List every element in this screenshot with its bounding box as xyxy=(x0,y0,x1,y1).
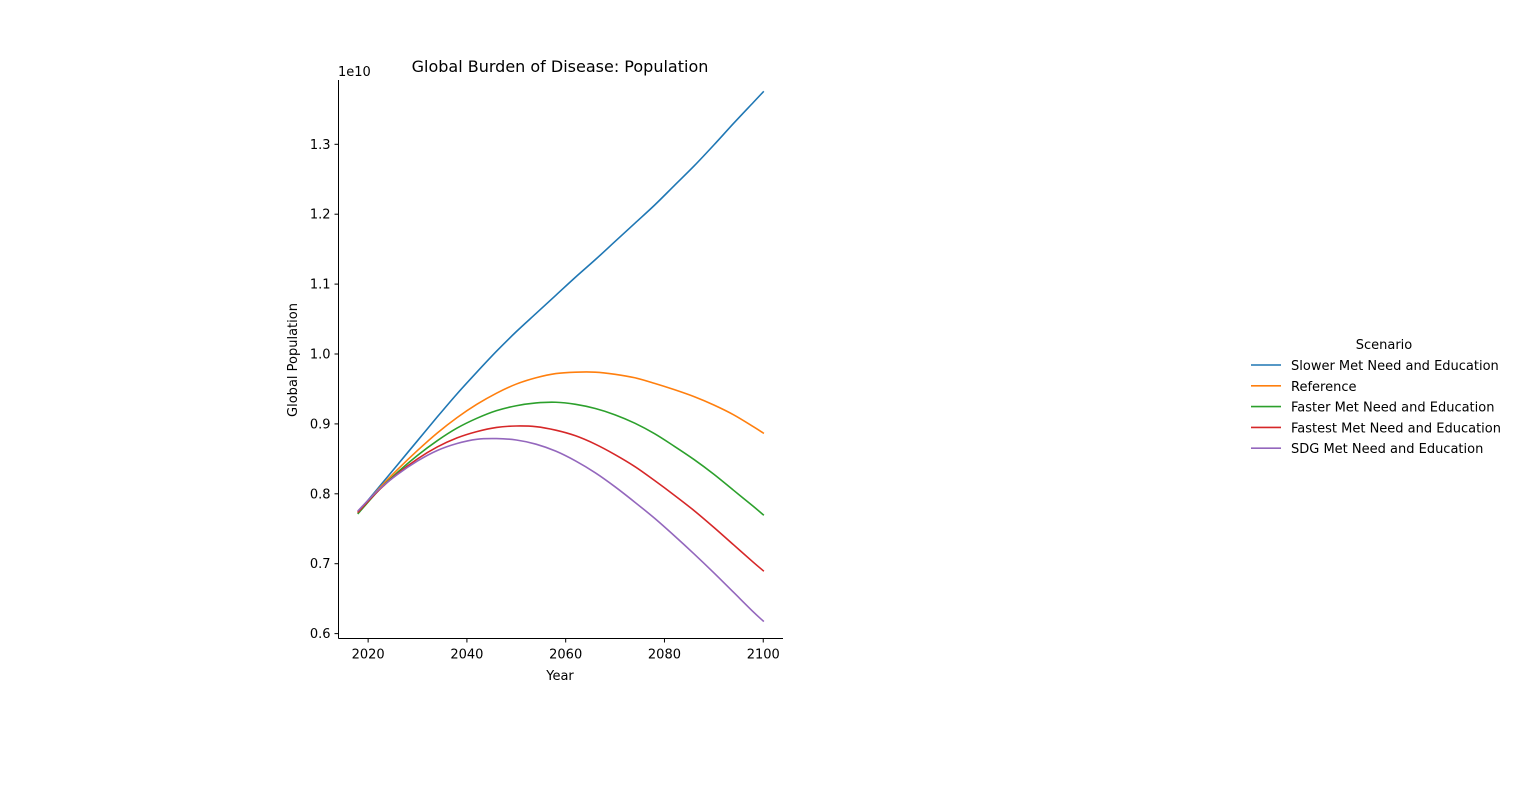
x-ticks: 2020 2040 2060 2080 2100 xyxy=(352,638,780,663)
legend-label: SDG Met Need and Education xyxy=(1291,442,1483,457)
series-line-2 xyxy=(357,401,765,516)
legend-label: Fastest Met Need and Education xyxy=(1291,421,1501,436)
series-line-0 xyxy=(357,90,765,514)
x-tick-label: 2080 xyxy=(648,648,681,663)
series-line-3 xyxy=(357,425,765,572)
chart-title: Global Burden of Disease: Population xyxy=(412,57,709,76)
y-tick-label: 0.6 xyxy=(310,627,331,642)
y-tick-label: 0.9 xyxy=(310,417,331,432)
legend: Scenario Slower Met Need and Education Re… xyxy=(1251,338,1501,457)
y-tick-label: 1.2 xyxy=(310,208,331,223)
x-axis-label: Year xyxy=(545,669,574,684)
y-axis-label: Global Population xyxy=(286,303,301,417)
plot-area xyxy=(357,90,765,623)
y-tick-label: 1.0 xyxy=(310,348,331,363)
x-tick-label: 2100 xyxy=(747,648,780,663)
legend-label: Reference xyxy=(1291,380,1356,395)
y-tick-label: 0.8 xyxy=(310,487,331,502)
legend-label: Slower Met Need and Education xyxy=(1291,359,1499,374)
series-line-1 xyxy=(357,371,765,514)
x-tick-label: 2060 xyxy=(549,648,582,663)
legend-title: Scenario xyxy=(1356,338,1413,353)
x-tick-label: 2020 xyxy=(352,648,385,663)
y-tick-label: 1.1 xyxy=(310,278,331,293)
y-tick-label: 1.3 xyxy=(310,138,331,153)
y-ticks: 0.6 0.7 0.8 0.9 1.0 1.1 1.2 1.3 xyxy=(310,138,339,642)
y-tick-label: 0.7 xyxy=(310,557,331,572)
y-offset-text: 1e10 xyxy=(338,65,371,80)
x-tick-label: 2040 xyxy=(450,648,483,663)
series-line-4 xyxy=(357,437,765,623)
legend-label: Faster Met Need and Education xyxy=(1291,401,1494,416)
